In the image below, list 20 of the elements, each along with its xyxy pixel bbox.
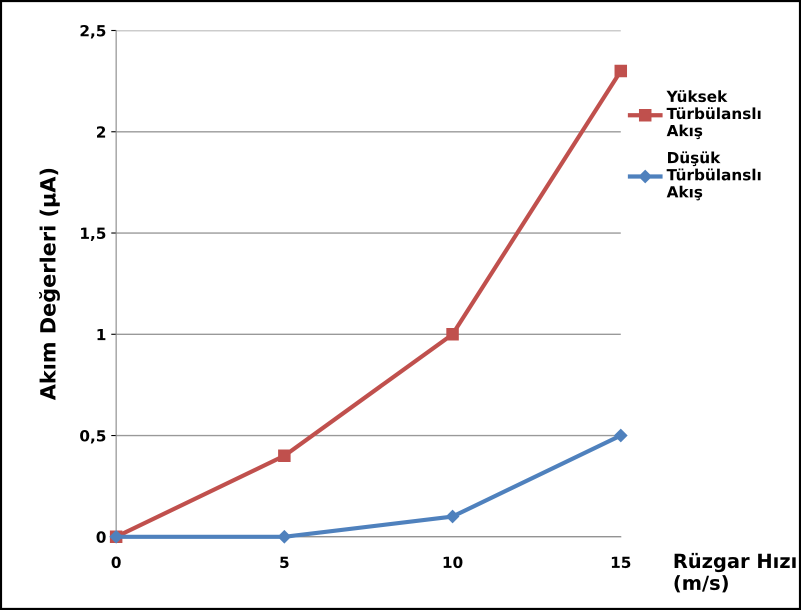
y-tick-label: 2,5 — [80, 24, 106, 38]
point — [446, 328, 459, 341]
y-tick-label: 1,5 — [81, 228, 106, 241]
x-tick-label: 15 — [612, 556, 630, 568]
point — [614, 428, 628, 442]
point — [446, 510, 460, 524]
x-axis-title: Rüzgar Hızı (m/s) — [674, 552, 796, 592]
y-tick-label: 0,5 — [80, 430, 106, 444]
y-tick-label: 2 — [97, 126, 106, 138]
x-tick-label: 10 — [444, 556, 462, 568]
y-tick-label: 0 — [96, 531, 106, 543]
legend-label: Düşük Türbülanslı Akış — [666, 151, 761, 200]
y-tick-label: 1 — [98, 328, 106, 340]
x-tick-label: 0 — [112, 556, 121, 568]
point — [278, 450, 291, 462]
point — [278, 530, 291, 544]
x-tick-label: 5 — [280, 556, 289, 568]
point — [614, 64, 628, 78]
legend-label: Yüksek Türbülanslı Akış — [666, 90, 761, 140]
y-axis-title: Akım Değerleri (µA) — [39, 168, 60, 400]
